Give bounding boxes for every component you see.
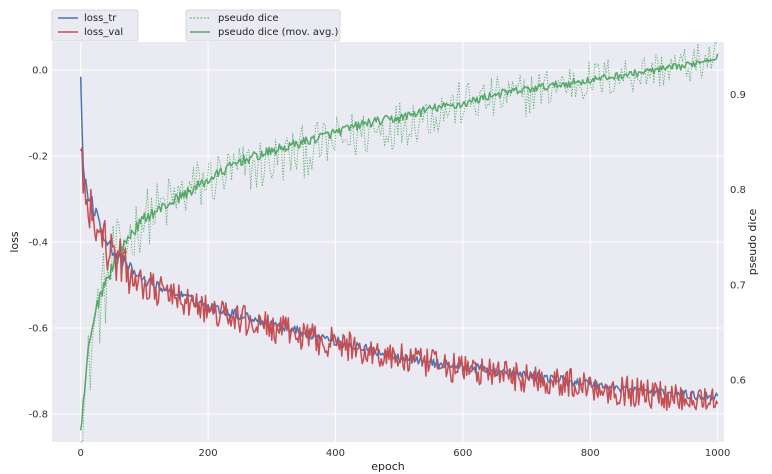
tick-labels: 0 200 400 600 800 1000 0.0 -0.2 -0.4 -0.6 -0.8 0.6 0… bbox=[28, 65, 745, 459]
legend-right-box bbox=[185, 9, 341, 42]
y-tick-label: -0.6 bbox=[28, 324, 48, 335]
legend-label-loss-tr: loss_tr bbox=[84, 13, 117, 24]
series-line-loss-val bbox=[79, 147, 719, 411]
y2-tick-label: 0.8 bbox=[730, 185, 746, 196]
x-tick-label: 0 bbox=[77, 448, 83, 459]
series-line-pseudo-dice bbox=[80, 41, 718, 443]
x-tick-label: 1000 bbox=[705, 448, 730, 459]
y-tick-label: -0.2 bbox=[28, 151, 48, 162]
x-tick-label: 800 bbox=[581, 448, 600, 459]
legend-label-pseudo-dice: pseudo dice bbox=[218, 13, 278, 24]
x-tick-label: 600 bbox=[453, 448, 472, 459]
x-axis-label: epoch bbox=[371, 460, 405, 473]
legend-left: loss_tr loss_val bbox=[51, 9, 139, 42]
y2-tick-label: 0.6 bbox=[730, 376, 746, 387]
series-line-pseudo-dice-mov-avg bbox=[79, 53, 719, 431]
y2-tick-label: 0.9 bbox=[730, 90, 746, 101]
y2-axis-label: pseudo dice bbox=[746, 209, 759, 276]
x-tick-label: 400 bbox=[326, 448, 345, 459]
y-tick-label: -0.4 bbox=[28, 238, 48, 249]
legend-right: pseudo dice pseudo dice (mov. avg.) bbox=[185, 9, 341, 42]
y-tick-label: -0.8 bbox=[28, 410, 48, 421]
y-axis-label: loss bbox=[8, 231, 21, 253]
x-tick-label: 200 bbox=[199, 448, 218, 459]
grid bbox=[52, 42, 724, 442]
y2-tick-label: 0.7 bbox=[730, 280, 746, 291]
y-tick-label: 0.0 bbox=[32, 65, 48, 76]
legend-label-pseudo-dice-mov-avg: pseudo dice (mov. avg.) bbox=[218, 27, 338, 38]
series-layer bbox=[79, 41, 719, 443]
legend-label-loss-val: loss_val bbox=[84, 27, 123, 38]
